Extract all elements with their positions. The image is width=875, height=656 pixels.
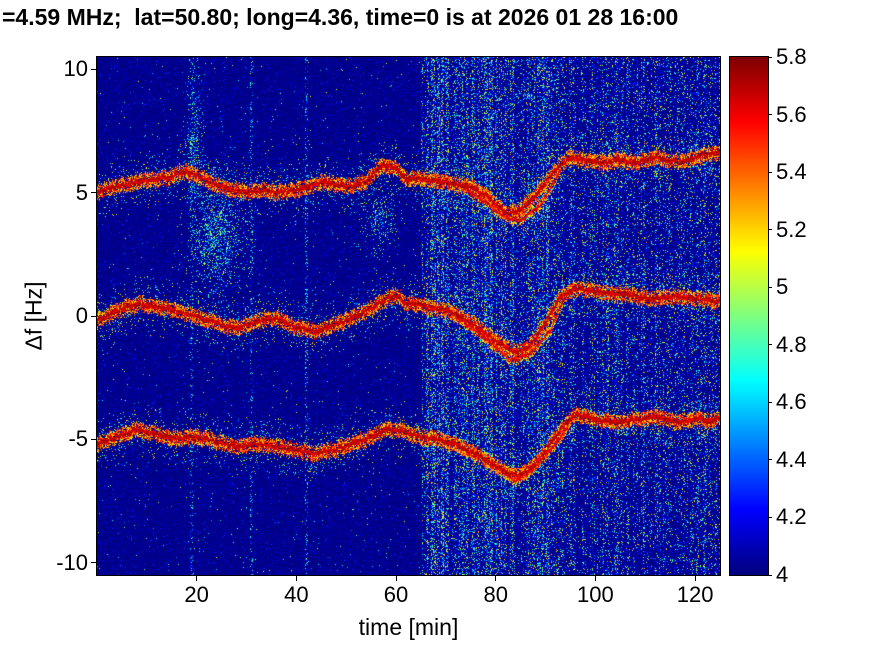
- spectrogram-image: [96, 56, 721, 576]
- colorbar-tick-mark: [768, 459, 772, 461]
- x-tick-mark: [495, 575, 497, 581]
- colorbar-tick-label: 4: [776, 562, 789, 587]
- colorbar-tick-label: 4.8: [776, 331, 807, 357]
- x-axis-label: time [min]: [358, 614, 459, 640]
- y-tick-mark: [91, 68, 97, 70]
- plot-title: =4.59 MHz; lat=50.80; long=4.36, time=0 …: [2, 4, 679, 30]
- y-tick-label: -10: [56, 549, 88, 575]
- colorbar-tick-label: 5.2: [776, 216, 807, 242]
- colorbar-tick-label: 4.2: [776, 504, 807, 530]
- x-tick-mark: [594, 575, 596, 581]
- y-tick-mark: [91, 562, 97, 564]
- x-tick-mark: [196, 575, 198, 581]
- y-tick-mark: [91, 315, 97, 317]
- colorbar-tick-label: 5: [776, 274, 789, 300]
- x-tick-label: 20: [184, 582, 209, 607]
- colorbar-tick-label: 5.4: [776, 159, 807, 185]
- colorbar-tick-mark: [768, 516, 772, 518]
- y-tick-label: -5: [68, 426, 88, 452]
- y-tick-label: 5: [75, 179, 88, 205]
- y-tick-label: 0: [75, 303, 88, 328]
- y-tick-label: 10: [63, 56, 88, 82]
- x-tick-label: 100: [577, 582, 614, 607]
- colorbar-tick-mark: [768, 171, 772, 173]
- colorbar-tick-label: 5.6: [776, 101, 807, 127]
- colorbar: [729, 56, 769, 576]
- x-tick-label: 80: [483, 582, 508, 607]
- colorbar-tick-mark: [768, 401, 772, 403]
- y-tick-mark: [91, 192, 97, 194]
- colorbar-tick-mark: [768, 114, 772, 116]
- x-tick-mark: [694, 575, 696, 581]
- colorbar-tick-mark: [768, 286, 772, 288]
- x-tick-label: 120: [676, 582, 714, 607]
- x-tick-label: 60: [383, 582, 409, 607]
- x-tick-mark: [395, 575, 397, 581]
- colorbar-tick-mark: [768, 574, 772, 576]
- colorbar-tick-mark: [768, 56, 772, 58]
- x-tick-label: 40: [284, 582, 309, 607]
- colorbar-tick-label: 5.8: [776, 44, 807, 69]
- colorbar-tick-mark: [768, 344, 772, 346]
- colorbar-tick-label: 4.4: [776, 446, 807, 472]
- colorbar-tick-label: 4.6: [776, 389, 807, 415]
- x-tick-mark: [295, 575, 297, 581]
- colorbar-tick-mark: [768, 229, 772, 231]
- y-tick-mark: [91, 438, 97, 440]
